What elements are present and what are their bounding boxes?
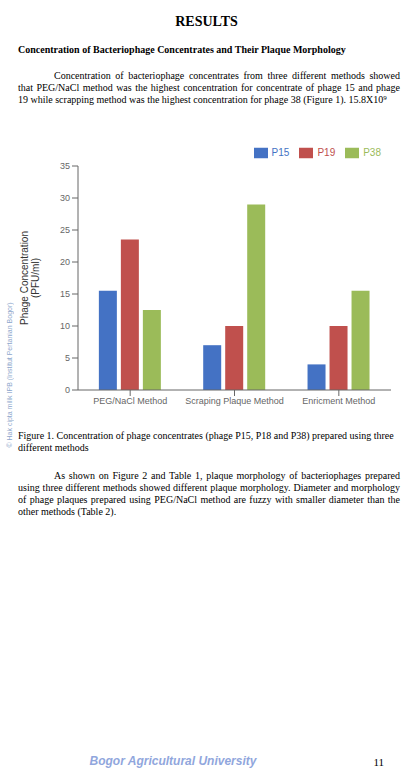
svg-text:10: 10 [60, 321, 70, 331]
svg-text:15: 15 [60, 289, 70, 299]
svg-text:Scraping Plaque Method: Scraping Plaque Method [185, 396, 284, 406]
svg-text:PEG/NaCl Method: PEG/NaCl Method [93, 396, 167, 406]
svg-text:25: 25 [60, 225, 70, 235]
svg-text:0: 0 [65, 385, 70, 395]
html-text:P15: P15 [271, 146, 290, 158]
html-text:P38: P38 [363, 146, 381, 158]
html-text:11: 11 [373, 756, 384, 768]
html-text:Figure 1. Concentration of pha: Figure 1. Concentration of phage concent… [18, 430, 394, 453]
html-text:As shown on Figure 2 and Table: As shown on Figure 2 and Table 1, plaque… [18, 470, 400, 517]
svg-text:Enricment Method: Enricment Method [302, 396, 375, 406]
svg-text:Phage Concentration(PFU/ml): Phage Concentration(PFU/ml) [19, 231, 41, 325]
html-text:P19: P19 [317, 146, 336, 158]
svg-text:30: 30 [60, 193, 70, 203]
svg-text:20: 20 [60, 257, 70, 267]
html-text:RESULTS: RESULTS [175, 14, 238, 29]
html-text:Concentration of bacteriophage: Concentration of bacteriophage concentra… [18, 70, 400, 105]
svg-text:5: 5 [65, 353, 70, 363]
html-text:Concentration of Bacteriophage: Concentration of Bacteriophage Concentra… [18, 44, 346, 55]
html-text:Bogor Agricultural University: Bogor Agricultural University [89, 754, 257, 768]
html-text:© Hak cipta milik IPB (Institu: © Hak cipta milik IPB (Institut Pertania… [5, 302, 13, 448]
svg-text:35: 35 [60, 161, 70, 171]
